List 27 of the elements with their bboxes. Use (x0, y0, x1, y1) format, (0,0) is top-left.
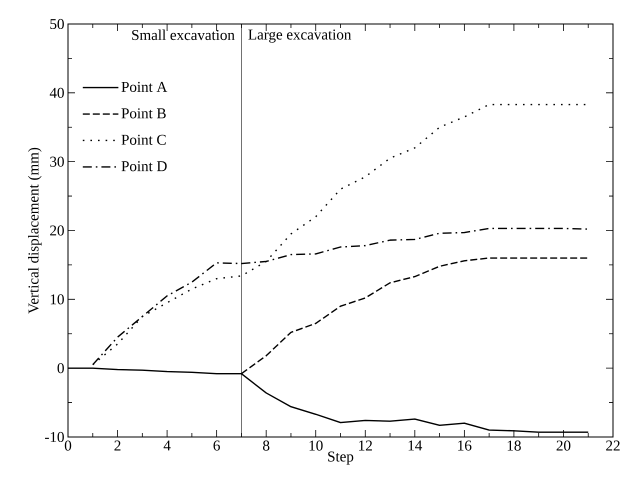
x-tick-label: 14 (408, 440, 422, 450)
x-tick-label: 8 (263, 440, 270, 451)
y-tick-label: 10 (50, 294, 64, 304)
legend-label: Point C (122, 134, 166, 145)
x-axis-title: Step (328, 452, 354, 465)
x-tick-label: 22 (606, 440, 620, 450)
y-tick-label: 20 (50, 225, 64, 236)
legend-label: Point D (122, 161, 167, 172)
x-tick-label: 16 (458, 440, 472, 451)
x-tick-label: 20 (556, 440, 570, 451)
y-tick-label: 0 (58, 363, 64, 374)
x-tick-label: 0 (64, 440, 72, 451)
y-tick-label: -10 (45, 432, 64, 442)
y-tick-label: 50 (50, 18, 64, 30)
y-tick-label: 30 (50, 156, 64, 167)
legend-label: Point B (122, 108, 166, 118)
annotation: Large excavation (248, 30, 352, 43)
x-tick-label: 4 (164, 440, 171, 450)
x-tick-label: 10 (310, 440, 323, 451)
x-tick-label: 2 (114, 440, 120, 450)
annotation: Small excavation (132, 30, 235, 40)
y-axis-title: Vertical displacement (mm) (28, 148, 42, 314)
x-tick-label: 12 (359, 440, 372, 450)
y-tick-label: 40 (50, 88, 64, 98)
x-tick-label: 6 (214, 440, 220, 451)
x-tick-label: 18 (508, 440, 521, 451)
legend-label: Point A (122, 82, 168, 92)
